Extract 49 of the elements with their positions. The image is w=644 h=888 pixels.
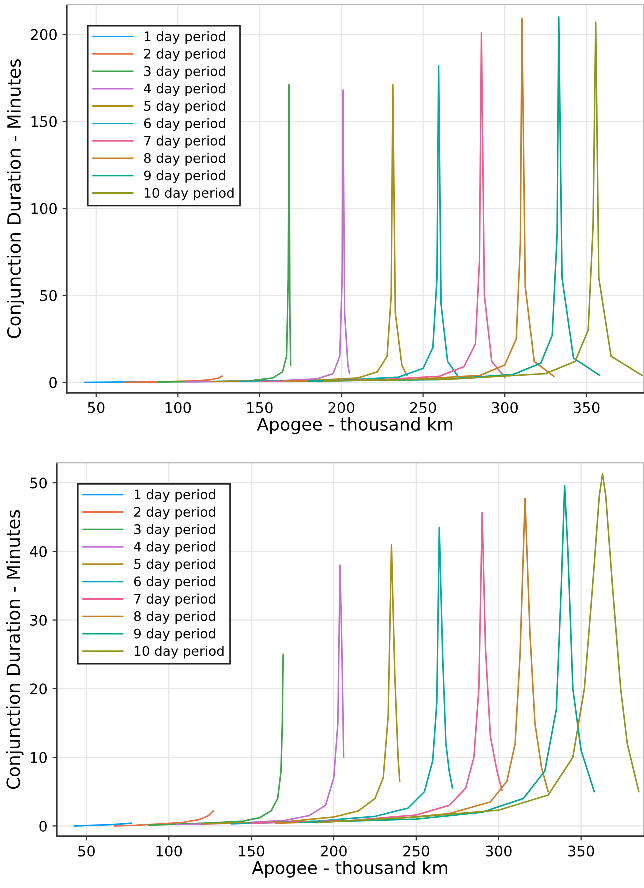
x-tick-label: 200	[321, 846, 347, 857]
x-tick-label: 100	[166, 402, 192, 414]
x-tick-label: 250	[410, 402, 436, 414]
x-tick-label: 350	[574, 402, 600, 414]
x-axis-title: Apogee - thousand km	[257, 418, 452, 434]
y-tick-label: 100	[32, 203, 57, 214]
legend-label: 4 day period	[144, 84, 226, 96]
legend-label: 4 day period	[134, 542, 216, 554]
x-tick-label: 200	[328, 402, 355, 414]
x-tick-label: 50	[78, 846, 95, 857]
legend-label: 1 day period	[134, 489, 216, 502]
legend-label: 9 day period	[144, 170, 226, 184]
y-tick-label: 40	[30, 546, 47, 558]
y-tick-label: 30	[30, 614, 47, 626]
legend-label: 10 day period	[134, 646, 224, 659]
legend-label: 5 day period	[144, 100, 226, 114]
legend-label: 8 day period	[144, 153, 226, 166]
x-tick-label: 100	[156, 846, 182, 857]
y-tick-label: 50	[40, 290, 57, 302]
x-tick-label: 350	[568, 846, 594, 857]
legend-label: 3 day period	[134, 524, 216, 538]
y-tick-label: 150	[32, 116, 57, 128]
legend-label: 5 day period	[134, 559, 216, 572]
x-tick-label: 300	[492, 402, 518, 414]
x-tick-label: 150	[239, 846, 265, 857]
legend-label: 1 day period	[144, 31, 226, 44]
legend-label: 3 day period	[144, 66, 226, 79]
y-tick-label: 50	[30, 478, 47, 489]
legend-label: 6 day period	[144, 118, 226, 132]
legend-label: 7 day period	[144, 136, 226, 148]
x-tick-label: 300	[486, 846, 512, 857]
legend-label: 7 day period	[134, 594, 216, 607]
y-tick-label: 0	[50, 377, 57, 388]
x-axis-title: Apogee - thousand km	[252, 861, 448, 878]
y-axis-title: Conjunction Duration - Minutes	[7, 60, 25, 338]
legend-label: 2 day period	[134, 506, 216, 520]
legend-label: 6 day period	[134, 576, 216, 590]
legend-label: 8 day period	[134, 611, 216, 624]
y-tick-label: 0	[40, 820, 47, 832]
y-tick-label: 20	[30, 684, 47, 695]
legend-label: 10 day period	[144, 188, 234, 201]
y-tick-label: 200	[31, 29, 57, 40]
x-tick-label: 150	[248, 402, 273, 414]
x-tick-label: 250	[404, 846, 430, 857]
y-axis-title: Conjunction Duration - Minutes	[6, 510, 24, 790]
y-tick-label: 10	[31, 752, 47, 764]
legend-label: 9 day period	[134, 628, 216, 642]
legend-label: 2 day period	[144, 48, 226, 62]
x-tick-label: 50	[88, 402, 105, 414]
